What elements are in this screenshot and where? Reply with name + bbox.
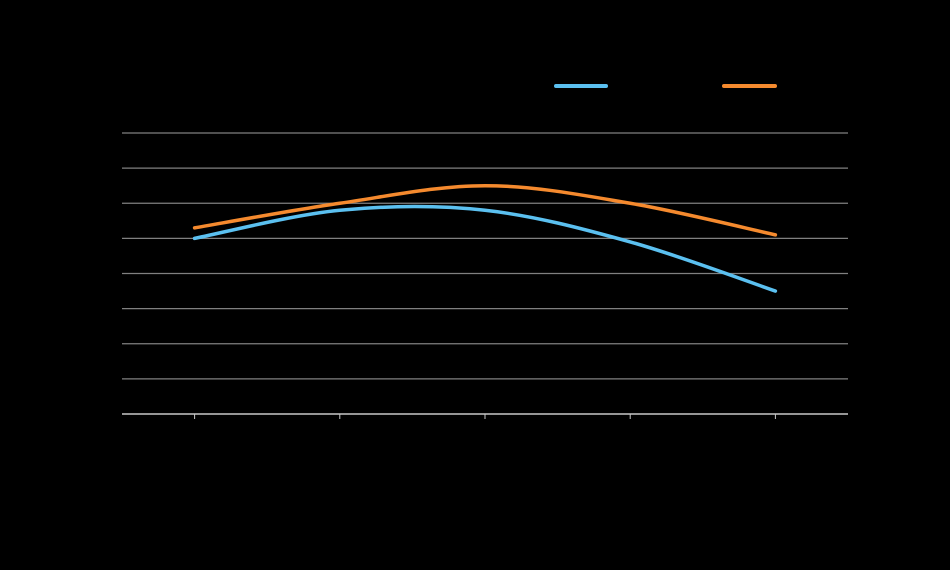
series-lines bbox=[192, 183, 778, 293]
series-line-2 bbox=[192, 183, 778, 237]
x-axis bbox=[194, 414, 776, 419]
series-line-1 bbox=[192, 204, 778, 293]
gridlines bbox=[122, 132, 848, 415]
